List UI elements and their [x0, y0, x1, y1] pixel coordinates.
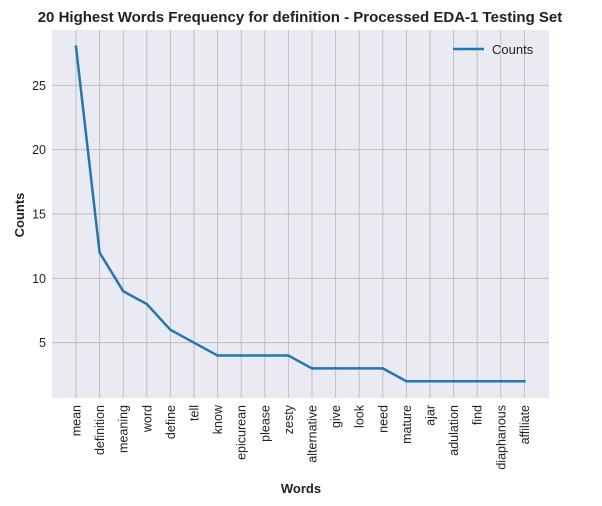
- data-point: [145, 302, 148, 306]
- data-point: [287, 354, 290, 357]
- data-point: [499, 380, 502, 383]
- x-tick-label: ajar: [424, 405, 438, 426]
- x-tick-label: diaphanous: [494, 405, 508, 470]
- x-tick-label: adulation: [447, 405, 461, 456]
- x-tick-label: find: [471, 405, 485, 425]
- x-tick-label: look: [353, 404, 367, 428]
- x-tick-label: mean: [70, 405, 84, 436]
- x-tick-label: zesty: [282, 404, 296, 434]
- data-point: [334, 367, 337, 370]
- y-tick-label: 5: [39, 336, 46, 350]
- x-tick-label: affiliate: [518, 405, 532, 444]
- data-point: [263, 354, 266, 357]
- x-tick-label: give: [329, 405, 343, 428]
- y-tick-labels: 5 10 15 20 25: [32, 79, 46, 350]
- data-point: [98, 251, 101, 254]
- data-point: [74, 45, 78, 48]
- data-point: [216, 354, 219, 357]
- y-tick-label: 10: [32, 272, 46, 286]
- y-gridlines: [52, 84, 549, 344]
- x-tick-label: need: [376, 405, 390, 433]
- x-tick-label: word: [140, 405, 154, 433]
- x-tick-label: define: [164, 405, 178, 439]
- series-line-counts: [74, 45, 526, 383]
- x-tick-label: tell: [188, 405, 202, 421]
- legend-label-counts: Counts: [492, 42, 534, 57]
- x-tick-label: epicurean: [235, 405, 249, 460]
- x-tick-label: alternative: [306, 405, 320, 463]
- x-tick-label: meaning: [117, 405, 131, 453]
- data-point: [122, 290, 125, 293]
- series-layer: [74, 45, 526, 383]
- data-point: [169, 328, 172, 332]
- data-point: [358, 367, 361, 370]
- data-point: [476, 380, 479, 383]
- y-axis-label: Counts: [12, 193, 27, 238]
- data-point: [523, 380, 526, 383]
- x-tick-label: please: [258, 405, 272, 442]
- x-tick-label: know: [211, 404, 225, 434]
- legend: Counts: [453, 42, 534, 57]
- data-point: [405, 380, 408, 383]
- y-tick-label: 20: [32, 143, 46, 157]
- data-point: [240, 354, 243, 357]
- y-tick-label: 15: [32, 208, 46, 222]
- data-point: [310, 367, 314, 370]
- data-point: [192, 341, 196, 344]
- data-point: [452, 380, 455, 383]
- x-axis-label: Words: [281, 481, 321, 496]
- y-tick-label: 25: [32, 79, 46, 93]
- chart-title: 20 Highest Words Frequency for definitio…: [38, 9, 563, 26]
- x-tick-labels: mean definition meaning word define tell know e…: [70, 404, 532, 470]
- data-point: [428, 380, 432, 383]
- x-tick-label: mature: [400, 405, 414, 444]
- x-tick-label: definition: [93, 405, 107, 455]
- data-point: [381, 367, 384, 370]
